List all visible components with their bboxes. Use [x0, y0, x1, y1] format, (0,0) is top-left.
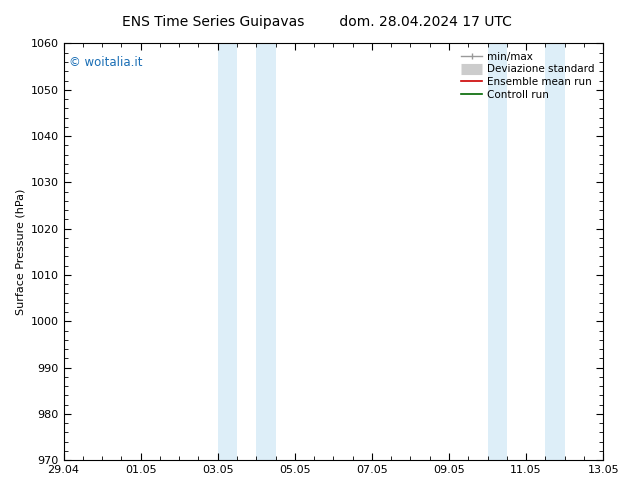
- Bar: [217, 44, 237, 460]
- Legend: min/max, Deviazione standard, Ensemble mean run, Controll run: min/max, Deviazione standard, Ensemble m…: [458, 49, 598, 103]
- Text: © woitalia.it: © woitalia.it: [69, 56, 143, 69]
- Y-axis label: Surface Pressure (hPa): Surface Pressure (hPa): [15, 189, 25, 315]
- Bar: [545, 44, 565, 460]
- Bar: [488, 44, 507, 460]
- Bar: [256, 44, 276, 460]
- Text: ENS Time Series Guipavas        dom. 28.04.2024 17 UTC: ENS Time Series Guipavas dom. 28.04.2024…: [122, 15, 512, 29]
